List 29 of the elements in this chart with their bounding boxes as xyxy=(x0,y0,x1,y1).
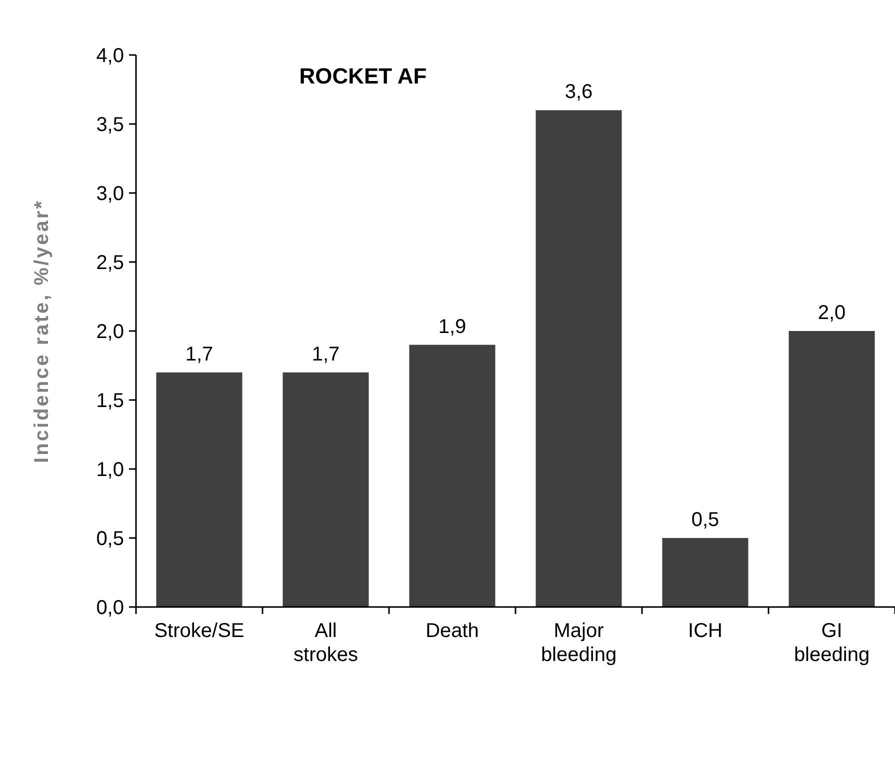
x-tick-label: Major bleeding xyxy=(540,620,617,666)
bar xyxy=(662,538,748,607)
bar xyxy=(156,372,242,607)
x-tick-label: GI bleeding xyxy=(794,620,870,666)
data-label: 3,6 xyxy=(564,81,593,104)
data-label: 1,7 xyxy=(185,343,214,366)
y-tick-label: 2,0 xyxy=(96,321,124,343)
data-label: 0,5 xyxy=(691,509,720,531)
bar xyxy=(409,344,496,607)
y-tick-label: 3,0 xyxy=(96,183,124,205)
x-tick-label: Stroke/SE xyxy=(154,620,244,642)
data-label: 1,9 xyxy=(438,316,466,338)
y-tick-label: 3,5 xyxy=(96,114,124,136)
x-tick-label: ICH xyxy=(688,620,722,642)
y-tick-label: 4,0 xyxy=(96,45,124,67)
data-label: 1,7 xyxy=(312,343,340,366)
chart-title: ROCKET AF xyxy=(299,63,427,88)
y-tick-label: 2,5 xyxy=(96,252,124,274)
y-tick-label: 1,0 xyxy=(96,459,124,481)
y-tick-label: 0,0 xyxy=(96,597,124,619)
y-axis-title: Incidence rate, %/year* xyxy=(31,199,53,463)
data-label: 2,0 xyxy=(818,302,846,324)
bar xyxy=(282,372,369,607)
y-tick-label: 1,5 xyxy=(96,390,124,412)
x-tick-label: All strokes xyxy=(294,620,358,666)
y-tick-label: 0,5 xyxy=(96,528,124,550)
x-tick-label: Death xyxy=(426,620,479,642)
bar xyxy=(788,331,875,607)
bar xyxy=(536,110,622,607)
